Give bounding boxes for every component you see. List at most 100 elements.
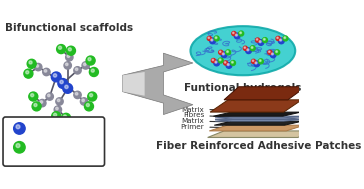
Circle shape <box>66 53 73 61</box>
Circle shape <box>53 74 57 77</box>
Circle shape <box>252 60 254 61</box>
Circle shape <box>226 63 232 68</box>
Polygon shape <box>123 72 145 96</box>
Circle shape <box>16 125 20 129</box>
Circle shape <box>57 99 60 102</box>
Circle shape <box>35 63 42 71</box>
Circle shape <box>243 46 248 50</box>
Polygon shape <box>207 131 314 137</box>
Circle shape <box>234 33 240 39</box>
Circle shape <box>26 71 29 74</box>
Circle shape <box>258 40 264 45</box>
Circle shape <box>82 99 84 102</box>
Polygon shape <box>214 121 302 125</box>
Text: Funtional hydrogels: Funtional hydrogels <box>184 84 301 93</box>
Circle shape <box>226 50 230 55</box>
Circle shape <box>56 98 63 105</box>
Circle shape <box>82 62 90 69</box>
Circle shape <box>86 103 90 107</box>
Circle shape <box>232 32 236 36</box>
Circle shape <box>272 53 273 55</box>
Circle shape <box>52 112 61 121</box>
Circle shape <box>255 62 257 64</box>
Circle shape <box>24 69 33 78</box>
Circle shape <box>88 92 97 101</box>
Circle shape <box>218 58 223 63</box>
Circle shape <box>264 39 265 40</box>
Circle shape <box>247 49 249 51</box>
Circle shape <box>66 63 68 66</box>
Text: Primer: Primer <box>181 124 226 130</box>
Circle shape <box>63 84 72 93</box>
Circle shape <box>86 56 95 65</box>
Text: Bifunctional scaffolds: Bifunctional scaffolds <box>5 23 134 33</box>
Circle shape <box>227 64 229 66</box>
Polygon shape <box>215 116 302 118</box>
Circle shape <box>29 61 32 64</box>
Circle shape <box>225 62 226 63</box>
Circle shape <box>84 102 94 111</box>
Circle shape <box>275 50 280 55</box>
Circle shape <box>244 47 245 48</box>
Circle shape <box>65 85 68 89</box>
Circle shape <box>252 59 256 63</box>
Circle shape <box>233 32 234 34</box>
Circle shape <box>32 102 41 111</box>
Circle shape <box>270 52 276 58</box>
Circle shape <box>236 34 237 36</box>
Circle shape <box>250 46 255 51</box>
Circle shape <box>43 68 50 76</box>
Circle shape <box>14 142 25 153</box>
Circle shape <box>59 46 62 49</box>
Circle shape <box>63 115 67 118</box>
Polygon shape <box>213 112 301 116</box>
Circle shape <box>16 144 20 148</box>
Circle shape <box>57 45 66 53</box>
Circle shape <box>260 60 261 61</box>
Circle shape <box>240 32 241 34</box>
FancyBboxPatch shape <box>3 117 104 166</box>
Circle shape <box>251 47 253 48</box>
Circle shape <box>67 46 75 55</box>
Circle shape <box>29 92 38 101</box>
Circle shape <box>262 38 268 43</box>
Circle shape <box>90 67 98 77</box>
Circle shape <box>54 113 57 116</box>
Circle shape <box>276 51 277 53</box>
Circle shape <box>268 50 272 54</box>
Text: Function B: Function B <box>29 143 74 152</box>
Circle shape <box>64 62 71 69</box>
Circle shape <box>214 60 219 66</box>
Circle shape <box>83 63 86 66</box>
Polygon shape <box>210 100 302 112</box>
Polygon shape <box>215 119 302 121</box>
Circle shape <box>256 39 258 40</box>
Circle shape <box>214 36 219 41</box>
Circle shape <box>215 37 217 39</box>
Circle shape <box>39 99 46 107</box>
Circle shape <box>219 51 221 53</box>
Polygon shape <box>123 53 193 115</box>
Circle shape <box>219 59 221 61</box>
Circle shape <box>278 38 284 44</box>
Circle shape <box>75 92 78 95</box>
Text: Matrix: Matrix <box>182 107 230 113</box>
Circle shape <box>80 98 88 105</box>
Circle shape <box>246 48 252 53</box>
Polygon shape <box>224 87 306 100</box>
Circle shape <box>58 79 68 88</box>
Polygon shape <box>215 118 302 119</box>
Circle shape <box>91 69 94 72</box>
Circle shape <box>31 94 34 97</box>
Circle shape <box>46 93 54 100</box>
Circle shape <box>232 61 233 63</box>
Text: Function A: Function A <box>29 124 74 133</box>
Circle shape <box>222 53 224 55</box>
Circle shape <box>74 91 81 99</box>
Circle shape <box>34 103 37 107</box>
Circle shape <box>51 72 61 82</box>
Circle shape <box>221 52 227 58</box>
Circle shape <box>208 37 210 39</box>
Circle shape <box>259 41 261 43</box>
Circle shape <box>219 50 223 54</box>
